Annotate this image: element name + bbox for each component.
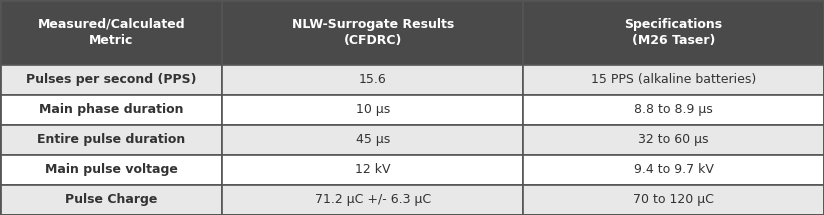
Bar	[523, 0, 824, 64]
Bar	[523, 95, 824, 125]
Bar	[0, 125, 222, 155]
Text: Pulses per second (PPS): Pulses per second (PPS)	[26, 73, 196, 86]
Bar	[523, 185, 824, 215]
Text: Specifications
(M26 Taser): Specifications (M26 Taser)	[625, 18, 723, 47]
Bar	[0, 64, 222, 95]
Bar	[0, 0, 222, 64]
Bar	[523, 125, 824, 155]
Text: Pulse Charge: Pulse Charge	[65, 194, 157, 206]
Bar	[222, 125, 523, 155]
Bar	[0, 185, 222, 215]
Text: 32 to 60 μs: 32 to 60 μs	[639, 133, 709, 146]
Text: 12 kV: 12 kV	[355, 163, 391, 176]
Text: 8.8 to 8.9 μs: 8.8 to 8.9 μs	[634, 103, 713, 116]
Text: 71.2 μC +/- 6.3 μC: 71.2 μC +/- 6.3 μC	[315, 194, 431, 206]
Text: 70 to 120 μC: 70 to 120 μC	[633, 194, 714, 206]
Bar	[222, 185, 523, 215]
Bar	[523, 155, 824, 185]
Text: 15.6: 15.6	[359, 73, 386, 86]
Text: Measured/Calculated
Metric: Measured/Calculated Metric	[37, 18, 185, 47]
Bar	[222, 64, 523, 95]
Text: 10 μs: 10 μs	[356, 103, 390, 116]
Text: NLW-Surrogate Results
(CFDRC): NLW-Surrogate Results (CFDRC)	[292, 18, 454, 47]
Text: 9.4 to 9.7 kV: 9.4 to 9.7 kV	[634, 163, 714, 176]
Bar	[0, 95, 222, 125]
Bar	[222, 155, 523, 185]
Bar	[222, 95, 523, 125]
Bar	[523, 64, 824, 95]
Bar	[222, 0, 523, 64]
Text: Main pulse voltage: Main pulse voltage	[44, 163, 178, 176]
Text: Main phase duration: Main phase duration	[39, 103, 184, 116]
Bar	[0, 155, 222, 185]
Text: Entire pulse duration: Entire pulse duration	[37, 133, 185, 146]
Text: 15 PPS (alkaline batteries): 15 PPS (alkaline batteries)	[591, 73, 756, 86]
Text: 45 μs: 45 μs	[356, 133, 390, 146]
